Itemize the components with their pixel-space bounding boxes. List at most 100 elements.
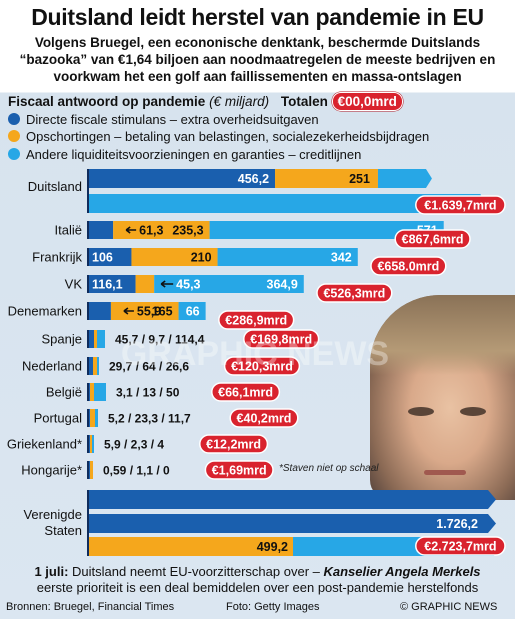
- total-1-bg: [394, 229, 471, 249]
- bar-1-seg-2: [209, 221, 444, 239]
- label-9: 5,9 / 2,3 / 4: [104, 438, 164, 452]
- total-5: €169,8mrd: [250, 333, 312, 347]
- footer-emphasis: Kanselier Angela Merkels: [323, 564, 481, 579]
- page-subtitle: Volgens Bruegel, een econonische denktan…: [19, 35, 496, 84]
- total-7-bg: [211, 382, 281, 402]
- total-4-bg: [218, 310, 295, 330]
- legend-unit: (€ miljard): [209, 94, 270, 109]
- total-duitsland-bg: [415, 195, 506, 215]
- arrow-3-1: [160, 280, 174, 288]
- bar-3-seg-0: [88, 275, 136, 293]
- total-8-bg: [229, 408, 299, 428]
- axis-8: [87, 409, 89, 427]
- label-4-seg-1: 165: [152, 305, 173, 319]
- label-1-seg-0: 61,3: [139, 224, 163, 238]
- arrow-1-0: [125, 226, 137, 234]
- axis-vs: [87, 490, 89, 556]
- country-10: Hongarije*: [21, 463, 82, 478]
- axis-4: [87, 302, 89, 320]
- label-4-seg-0: 55,9: [137, 305, 161, 319]
- country-6: Nederland: [22, 359, 82, 374]
- footer-text1: Duitsland neemt EU-voorzitterschap over …: [72, 564, 320, 579]
- label-vs-direct: 1.726,2: [436, 517, 478, 531]
- total-10: €1,69mrd: [212, 464, 267, 478]
- bar-1-seg-1: [113, 221, 210, 239]
- country-4: Denemarken: [8, 304, 82, 319]
- bar-duitsland-direct: [88, 169, 276, 188]
- legend-heading: Fiscaal antwoord op pandemie (€ miljard)…: [8, 92, 403, 111]
- label-2-seg-0: 106: [92, 251, 113, 265]
- label-5: 45,7 / 9,7 / 114,4: [115, 333, 205, 347]
- axis-2: [87, 248, 89, 266]
- legend-label-deferral: Opschortingen – betaling van belastingen…: [26, 129, 430, 144]
- legend-swatch-liquidity: [8, 148, 20, 160]
- total-duitsland: €1.639,7mrd: [424, 199, 496, 213]
- country-9: Griekenland*: [7, 437, 82, 452]
- arrow-4-0: [123, 307, 134, 315]
- legend-swatch-deferral: [8, 130, 20, 142]
- total-vs: €2.723,7mrd: [424, 540, 496, 554]
- bar-4-seg-1: [110, 302, 179, 320]
- label-4-seg-2: 66: [186, 305, 200, 319]
- bar-8-seg-1: [90, 409, 95, 427]
- country-duitsland: Duitsland: [28, 179, 82, 194]
- country-8: Portugal: [34, 411, 83, 426]
- bar-6-seg-0: [88, 357, 93, 375]
- label-3-seg-0: 116,1: [92, 278, 123, 292]
- legend-label-liquidity: Andere liquiditeitsvoorzieningen en gara…: [26, 147, 362, 162]
- scale-note: *Staven niet op schaal: [279, 463, 379, 474]
- photo-mouth: [424, 470, 466, 475]
- legend-totals-example: €00,0mrd: [331, 92, 403, 111]
- footer-caption: 1 juli: Duitsland neemt EU-voorzittersch…: [0, 564, 515, 596]
- credits-brand: © GRAPHIC NEWS: [400, 601, 498, 613]
- axis-10: [87, 461, 89, 479]
- bar-vs-direct: [88, 514, 496, 533]
- bar-3-seg-1: [135, 275, 155, 293]
- credits-sources: Bronnen: Bruegel, Financial Times: [6, 601, 175, 613]
- bar-2-seg-1: [131, 248, 218, 266]
- bar-7-seg-1: [90, 383, 94, 401]
- legend-totals-label: Totalen: [280, 94, 328, 109]
- total-7: €66,1mrd: [218, 386, 273, 400]
- label-3-seg-1: 45,3: [176, 278, 200, 292]
- bar-2-seg-2: [217, 248, 358, 266]
- total-1: €867,6mrd: [402, 233, 464, 247]
- country-1: Italië: [55, 223, 82, 238]
- total-5-bg: [243, 329, 320, 349]
- credits-photo: Foto: Getty Images: [226, 601, 320, 613]
- country-3: VK: [65, 277, 83, 292]
- country-2: Frankrijk: [32, 250, 82, 265]
- axis-7: [87, 383, 89, 401]
- total-8: €40,2mrd: [237, 412, 292, 426]
- label-vs-deferral: 499,2: [257, 540, 288, 554]
- label-1-seg-1: 235,3: [172, 224, 203, 238]
- bar-6-seg-2: [97, 357, 99, 375]
- footer-date: 1 juli:: [34, 564, 69, 579]
- legend-item-deferral: Opschortingen – betaling van belastingen…: [8, 129, 429, 145]
- total-4: €286,9mrd: [225, 314, 287, 328]
- label-6: 29,7 / 64 / 26,6: [109, 360, 189, 374]
- total-3: €526,3mrd: [323, 287, 385, 301]
- photo-eye-right: [460, 407, 486, 416]
- bar-duitsland-deferral: [275, 169, 378, 188]
- bar-vs-direct-top: [88, 490, 496, 509]
- label-10: 0,59 / 1,1 / 0: [103, 464, 170, 478]
- total-6-bg: [223, 356, 301, 376]
- total-10-bg: [204, 460, 274, 480]
- country-5: Spanje: [42, 332, 82, 347]
- bar-4-seg-0: [88, 302, 111, 320]
- bar-8-seg-2: [95, 409, 98, 427]
- label-duitsland-deferral: 251: [349, 172, 370, 186]
- bar-6-seg-1: [93, 357, 97, 375]
- bar-4-seg-2: [178, 302, 206, 320]
- legend-item-liquidity: Andere liquiditeitsvoorzieningen en gara…: [8, 147, 361, 163]
- watermark: GRAPHIC NEWS: [121, 335, 389, 373]
- bar-5-seg-1: [94, 330, 97, 348]
- total-3-bg: [316, 283, 393, 303]
- axis-3: [87, 275, 89, 293]
- bar-2-seg-0: [88, 248, 132, 266]
- page-title: Duitsland leidt herstel van pandemie in …: [31, 4, 484, 30]
- total-2: €658.0mrd: [377, 260, 439, 274]
- label-2-seg-2: 342: [331, 251, 352, 265]
